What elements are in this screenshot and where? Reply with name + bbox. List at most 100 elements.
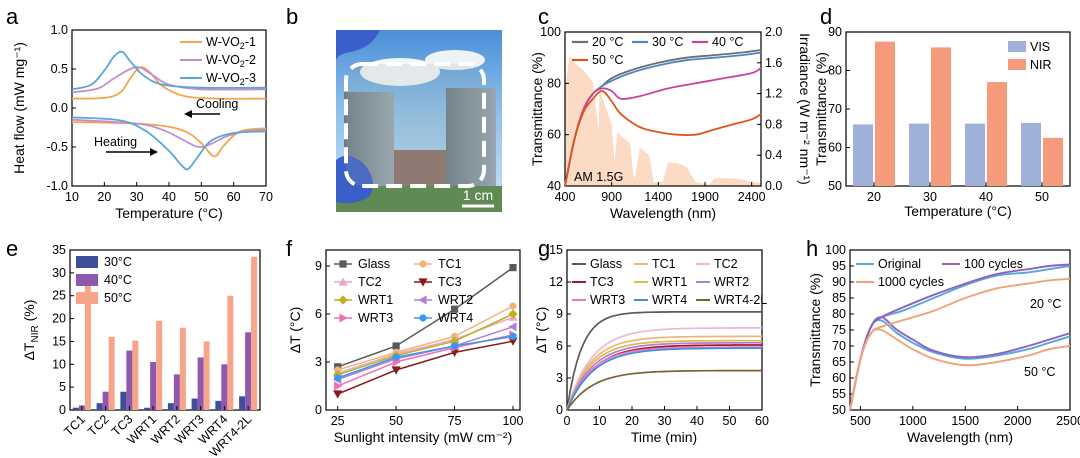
series-line-WRT3 [566,346,762,411]
y-tick-label: 60 [832,371,846,385]
series-line-100 cycles-t50 [849,316,1071,411]
bar-40°C-WRT4 [221,364,228,410]
bar-30°C-WRT1 [144,407,151,410]
ylabel-h: Transmittance (%) [807,273,823,387]
y-tick-label: 80 [832,307,846,321]
series-line-TC1 [566,335,762,411]
y-tick-label: 85 [832,291,846,305]
bar-50°C-TC1 [84,284,91,410]
legend-label: TC3 [438,275,462,289]
x-tick-label: 2500 [1056,414,1080,428]
xlabel-g: Time (min) [631,429,697,445]
ylabel-g: ΔT (°C) [533,307,549,354]
bar-30°C-WRT4 [215,400,222,410]
xlabel-a: Temperature (°C) [115,205,223,221]
y-tick-label: 0.5 [51,62,68,76]
marker [339,313,348,323]
series-f [333,264,518,399]
bar-VIS-40 [965,123,985,186]
series-g [566,311,762,411]
x-tick-label: 2400 [738,190,766,204]
y-tick-label: 6 [315,307,322,321]
legend-label: W-VO2-1 [206,35,256,51]
legend-label: 30°C [104,255,132,269]
marker [338,295,348,305]
legend-label: 30 °C [652,35,683,49]
marker [418,278,428,287]
y-tick-label: 10 [52,357,66,371]
bar-30°C-TC2 [96,403,103,410]
y-tick-label: 3 [315,355,322,369]
x-tick-label: 400 [555,190,576,204]
y-tick-label: -0.5 [46,140,68,154]
series-line-WRT4 [566,347,762,411]
bars-d [853,41,1063,187]
legend-d: VIS NIR [1008,40,1052,72]
am-label: AM 1.5G [574,170,623,184]
legend-label-sub: 2 [240,41,245,51]
legend-label: WRT1 [358,293,393,307]
y-tick-label: 90 [828,25,842,39]
x-tick-label: 900 [601,190,622,204]
series-line-WRT3 [337,334,514,387]
y-tick-label: 0 [315,403,322,417]
xlabel-c: Wavelength (nm) [610,205,716,221]
marker [419,314,427,322]
legend-label: WRT2 [438,293,473,307]
series-line-TC1 [337,305,514,371]
x-tick-label: 10 [65,190,79,204]
panel-label-b: b [286,4,298,29]
y-tick-label: 65 [832,355,846,369]
x-tick-label: TC2 [85,412,112,439]
bar-50°C-WRT3 [203,341,210,410]
legend-label: TC2 [358,275,382,289]
x-tick-label: 40 [979,190,993,204]
panel-b: b 1 cm [286,4,502,212]
annotation-heating: Heating [94,135,137,149]
y-tick-label: 70 [832,339,846,353]
ylabel-e-tail: (%) [21,300,37,326]
x-tick-label: 20 [97,190,111,204]
marker [450,342,459,350]
bar-40°C-WRT2 [173,374,180,410]
marker [392,342,400,350]
series-c [564,49,762,187]
y2-tick-label: 1.6 [765,56,782,70]
y-tick-label: 100 [825,243,846,257]
x-tick-label: 30 [923,190,937,204]
marker [339,260,347,268]
y-tick-label: 80 [547,76,561,90]
xlabel-d: Temperature (°C) [904,203,1012,219]
axes-frame-f [325,249,521,411]
bar-30°C-TC3 [120,391,127,410]
legend-swatch [76,256,98,268]
legend-label: Original [878,257,921,271]
y-tick-label: 12 [549,275,563,289]
y-tick-label: 9 [315,259,322,273]
bar-40°C-WRT4-2L [245,332,252,410]
legend-label-sub: 2 [240,77,245,87]
legend-label: TC3 [590,275,614,289]
ylabel-a: Heat flow (mW mg⁻¹) [11,42,27,174]
bar-40°C-TC3 [126,350,133,410]
ylabel-d: Transmittance (%) [813,52,829,166]
y-tick-label: 0 [556,403,563,417]
solar-spectrum [565,55,761,186]
y-tick-label: 15 [549,243,563,257]
y-tick-label: 5 [59,380,66,394]
x-tick-label: 1500 [951,414,979,428]
series-a [71,50,267,171]
x-tick-label: 20 [867,190,881,204]
legend-label-tail: -1 [245,35,256,49]
bar-VIS-30 [909,123,929,186]
series-line-W-VO2-3-cooling [71,50,267,91]
series-line-TC3 [566,344,762,411]
y-tick-label: 15 [52,334,66,348]
y2-tick-label: 2.0 [765,25,782,39]
ylabel-c: Transmittance (%) [529,52,545,166]
panel-label-c: c [538,4,549,29]
y-tick-label: 75 [832,323,846,337]
marker [450,305,459,313]
marker [334,374,342,382]
bar-VIS-50 [1021,122,1041,186]
